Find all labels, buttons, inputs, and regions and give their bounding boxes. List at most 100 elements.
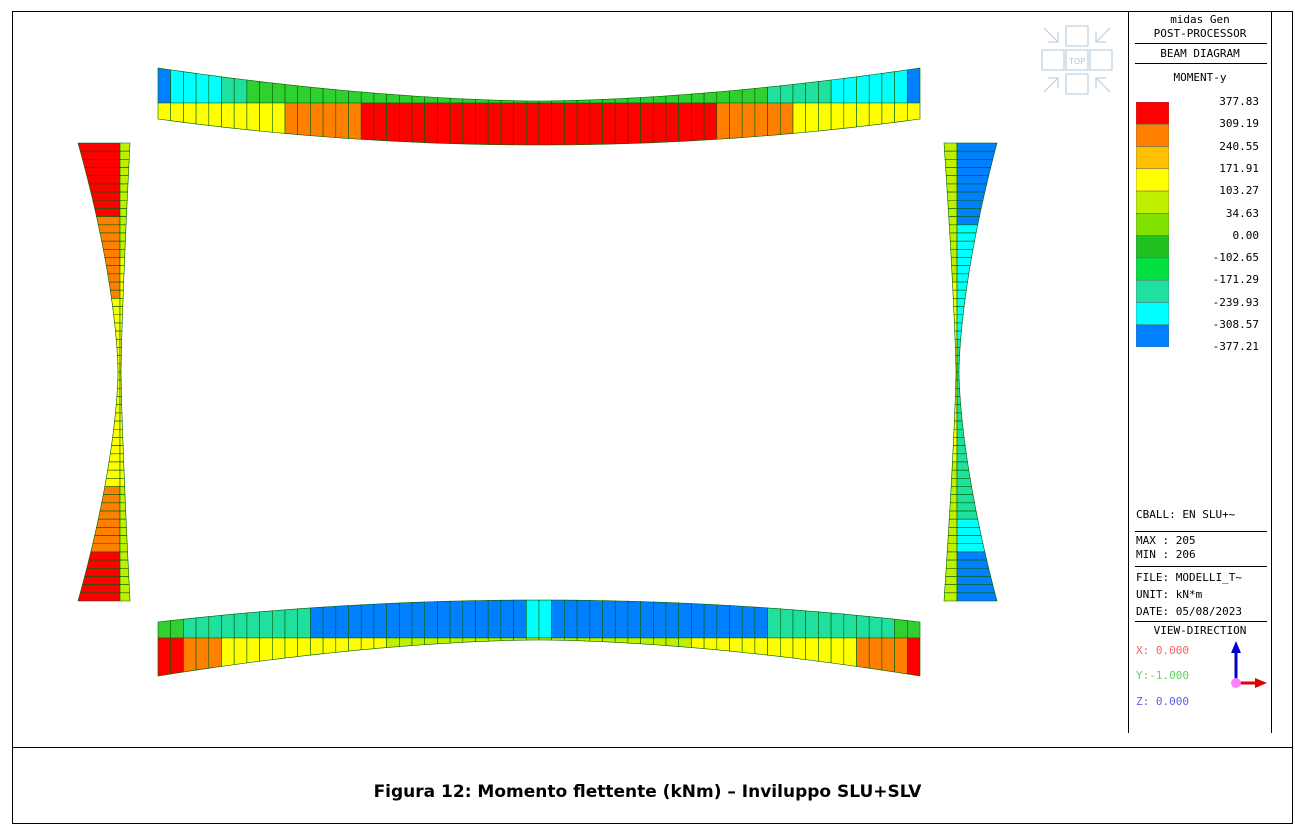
column-moment-segment <box>119 567 130 577</box>
beam-moment-segment <box>652 601 667 639</box>
beam-moment-segment <box>500 637 514 642</box>
column-moment-segment <box>119 469 125 479</box>
beam-moment-segment <box>665 94 680 104</box>
column-moment-segment <box>950 478 958 487</box>
beam-moment-segment <box>246 102 260 132</box>
beam-moment-segment <box>551 599 565 639</box>
beam-moment-segment <box>487 102 502 146</box>
legend-swatch <box>1136 102 1169 125</box>
beam-moment-segment <box>398 602 413 639</box>
beam-moment-segment <box>627 102 641 144</box>
column-moment-segment <box>949 502 958 512</box>
beam-moment-segment <box>360 102 375 141</box>
column-moment-segment <box>108 281 121 291</box>
column-moment-segment <box>119 338 123 348</box>
beam-moment-segment <box>157 102 171 122</box>
beam-moment-segment <box>335 102 349 139</box>
beam-moment-segment <box>894 637 908 675</box>
column-moment-segment <box>956 551 988 561</box>
legend-swatch <box>1136 124 1169 147</box>
beam-moment-segment <box>703 102 718 141</box>
beam-moment-segment <box>386 602 400 639</box>
legend-swatch <box>1136 302 1169 325</box>
beam-moment-segment <box>805 637 819 662</box>
beam-moment-segment <box>906 620 921 639</box>
view-direction-z: Z: 0.000 <box>1136 695 1189 708</box>
beam-moment-segment <box>665 637 680 647</box>
beam-moment-segment <box>525 100 540 104</box>
panel-divider <box>1135 43 1267 44</box>
column-moment-segment <box>115 396 121 406</box>
column-moment-segment <box>956 249 974 258</box>
column-moment-segment <box>952 289 958 299</box>
beam-moment-segment <box>195 616 210 639</box>
column-moment-segment <box>119 428 124 438</box>
beam-moment-segment <box>170 618 184 639</box>
column-moment-segment <box>119 330 123 340</box>
beam-moment-segment <box>703 603 718 639</box>
beam-moment-segment <box>868 616 883 639</box>
column-moment-segment <box>112 428 121 438</box>
beam-moment-segment <box>564 100 578 104</box>
column-moment-segment <box>115 404 121 414</box>
beam-moment-segment <box>741 637 756 655</box>
column-moment-segment <box>956 322 963 332</box>
beam-moment-segment <box>678 602 692 639</box>
column-moment-segment <box>956 576 994 585</box>
column-moment-segment <box>956 592 998 602</box>
beam-moment-segment <box>513 102 527 146</box>
view-cube[interactable]: TOP <box>1040 24 1114 96</box>
column-moment-segment <box>119 396 123 406</box>
beam-moment-segment <box>233 637 248 665</box>
beam-moment-segment <box>843 76 857 104</box>
beam-moment-segment <box>335 605 349 639</box>
beam-moment-segment <box>208 74 222 104</box>
arrow-up-right-icon <box>1043 77 1059 93</box>
beam-moment-segment <box>868 73 883 104</box>
column-moment-segment <box>956 445 967 455</box>
column-moment-segment <box>119 224 127 234</box>
column-moment-segment <box>79 150 121 160</box>
column-moment-segment <box>956 486 974 495</box>
beam-moment-segment <box>157 620 171 639</box>
column-moment-segment <box>956 527 982 536</box>
beam-moment-segment <box>373 102 387 142</box>
beam-moment-segment <box>297 637 311 657</box>
beam-moment-segment <box>462 98 476 104</box>
column-moment-segment <box>954 330 958 340</box>
column-moment-segment <box>956 363 960 373</box>
beam-moment-segment <box>754 606 768 639</box>
beam-moment-segment <box>906 637 921 677</box>
column-moment-segment <box>119 167 130 177</box>
beam-moment-segment <box>360 91 375 104</box>
column-moment-segment <box>951 273 958 283</box>
column-moment-segment <box>956 518 980 528</box>
column-moment-segment <box>119 576 130 585</box>
beam-moment-segment <box>487 99 502 104</box>
column-moment-segment <box>956 355 960 365</box>
beam-moment-segment <box>830 637 845 665</box>
beam-moment-segment <box>805 81 819 104</box>
beam-moment-segment <box>589 99 603 104</box>
column-moment-segment <box>949 240 958 250</box>
beam-moment-segment <box>297 85 311 104</box>
beam-moment-segment <box>602 600 616 639</box>
beam-moment-segment <box>868 102 883 126</box>
column-moment-segment <box>950 486 958 495</box>
column-moment-segment <box>119 478 125 487</box>
column-moment-segment <box>119 518 127 528</box>
column-moment-segment <box>109 289 121 299</box>
column-moment-segment <box>947 535 958 545</box>
column-moment-segment <box>956 412 963 422</box>
beam-moment-segment <box>627 600 641 639</box>
beam-moment-segment <box>741 88 756 104</box>
legend-value: -308.57 <box>1212 318 1259 331</box>
column-moment-segment <box>956 298 966 307</box>
column-moment-segment <box>94 208 121 217</box>
column-moment-segment <box>119 232 127 242</box>
column-moment-segment <box>944 576 958 585</box>
column-moment-segment <box>119 314 123 324</box>
beam-moment-segment <box>437 102 451 144</box>
beam-moment-segment <box>411 102 426 143</box>
legend-value: 34.63 <box>1225 206 1259 220</box>
